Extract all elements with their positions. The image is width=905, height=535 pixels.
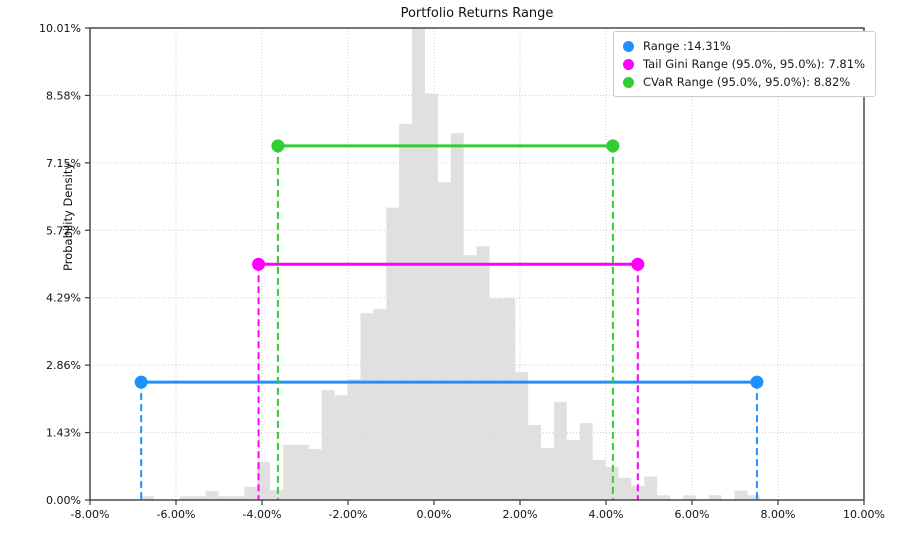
- histogram-bar: [592, 459, 606, 500]
- axes-spines: [89, 27, 865, 501]
- histogram-bar: [141, 496, 155, 500]
- y-tick-label: 8.58%: [46, 89, 81, 102]
- histogram-bar: [192, 496, 206, 500]
- histogram-bar: [605, 466, 619, 500]
- blue-range-line-endpoint-dot: [750, 375, 764, 389]
- histogram-bar: [231, 496, 245, 500]
- histogram-bar: [373, 309, 387, 500]
- histogram-bar: [515, 372, 529, 500]
- x-tick-label: 10.00%: [843, 508, 885, 521]
- histogram-bar: [424, 93, 438, 501]
- histogram-bar: [360, 313, 374, 500]
- legend-dot-icon: [623, 76, 635, 88]
- x-tick-label: 0.00%: [417, 508, 452, 521]
- histogram-bar: [463, 255, 477, 500]
- legend-dot-icon: [623, 40, 635, 52]
- legend-label: Tail Gini Range (95.0%, 95.0%): 7.81%: [643, 57, 865, 71]
- histogram-bar: [618, 477, 632, 500]
- histogram-bar: [270, 490, 284, 500]
- legend-entry: CVaR Range (95.0%, 95.0%): 8.82%: [623, 75, 865, 89]
- histogram-bar: [708, 495, 722, 500]
- x-tick-label: 8.00%: [761, 508, 796, 521]
- histogram-bar: [541, 448, 554, 500]
- legend-label: Range :14.31%: [643, 39, 731, 53]
- histogram-bar: [747, 495, 761, 500]
- histogram-bar: [553, 401, 567, 500]
- histogram-bar: [489, 298, 503, 500]
- magenta-range-line-endpoint-dot: [631, 257, 645, 271]
- histogram-bar: [566, 440, 580, 500]
- magenta-range-line-endpoint-dot: [252, 257, 266, 271]
- y-tick-label: 7.15%: [46, 157, 81, 170]
- x-tick-label: -6.00%: [157, 508, 196, 521]
- histogram-bar: [734, 490, 748, 500]
- x-tick-label: -4.00%: [243, 508, 282, 521]
- y-tick-label: 0.00%: [46, 494, 81, 507]
- histogram-bar: [321, 390, 335, 500]
- histogram-bar: [644, 476, 658, 500]
- green-range-line-endpoint-dot: [271, 139, 285, 153]
- blue-range-line-endpoint-dot: [134, 375, 148, 389]
- histogram-bar: [218, 496, 232, 500]
- histogram-bar: [308, 449, 322, 500]
- histogram-bar: [528, 425, 542, 500]
- y-tick-label: 5.72%: [46, 224, 81, 237]
- histogram-bar: [476, 246, 490, 500]
- histogram-bar: [437, 182, 451, 500]
- histogram-bar: [257, 461, 271, 500]
- y-tick-label: 1.43%: [46, 427, 81, 440]
- histogram-bar: [657, 495, 671, 500]
- green-range-line-endpoint-dot: [606, 139, 620, 153]
- x-tick-label: 6.00%: [675, 508, 710, 521]
- y-tick-label: 4.29%: [46, 292, 81, 305]
- x-tick-label: 2.00%: [503, 508, 538, 521]
- histogram-bar: [347, 379, 361, 500]
- x-tick-label: 4.00%: [589, 508, 624, 521]
- histogram-bar: [631, 485, 645, 500]
- histogram-bar: [386, 207, 400, 500]
- y-tick-label: 10.01%: [39, 22, 81, 35]
- y-tick-label: 2.86%: [46, 359, 81, 372]
- histogram-bar: [399, 123, 413, 501]
- histogram-bar: [450, 133, 464, 500]
- histogram-bar: [244, 486, 258, 500]
- chart-title: Portfolio Returns Range: [400, 6, 554, 21]
- legend-dot-icon: [623, 58, 635, 70]
- histogram-bar: [579, 423, 593, 500]
- x-tick-label: -8.00%: [71, 508, 110, 521]
- histogram-bar: [295, 444, 309, 500]
- legend-entry: Range :14.31%: [623, 39, 865, 53]
- histogram-bar: [283, 444, 296, 500]
- histogram-bar: [179, 496, 193, 500]
- x-tick-label: -2.00%: [329, 508, 368, 521]
- histogram-bar: [682, 495, 696, 500]
- legend: Range :14.31% Tail Gini Range (95.0%, 95.…: [613, 31, 876, 97]
- legend-label: CVaR Range (95.0%, 95.0%): 8.82%: [643, 75, 851, 89]
- histogram-bar: [205, 491, 219, 500]
- histogram-bar: [502, 298, 516, 500]
- histogram-bar: [334, 395, 348, 500]
- legend-entry: Tail Gini Range (95.0%, 95.0%): 7.81%: [623, 57, 865, 71]
